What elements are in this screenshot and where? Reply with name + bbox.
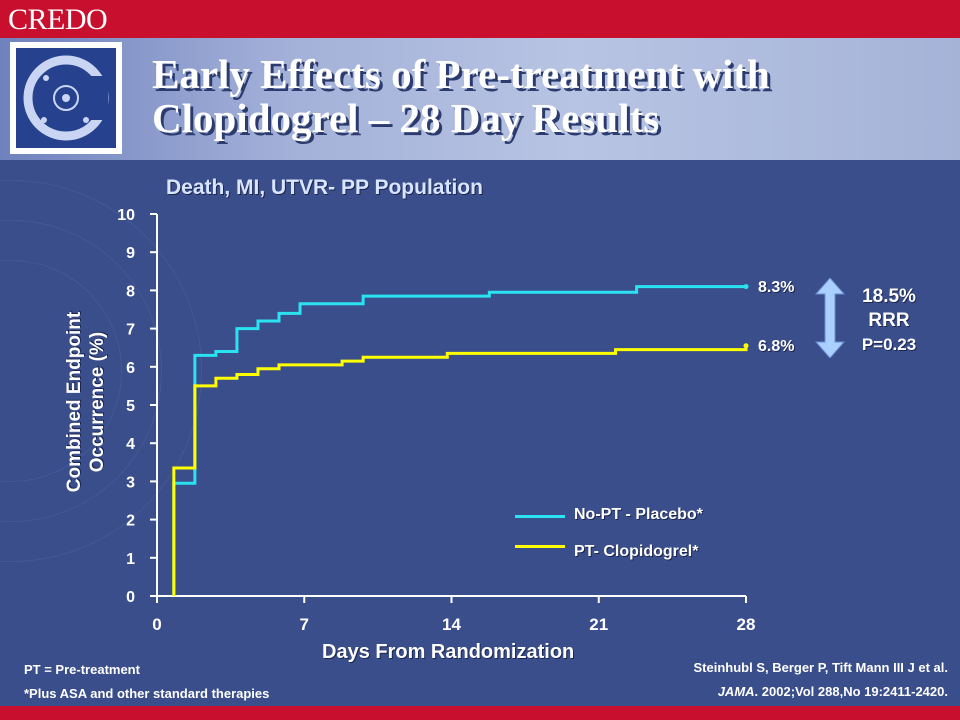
header-band: [0, 38, 960, 160]
end-label-placebo: 8.3%: [758, 279, 795, 296]
y-axis-label-line1: Combined Endpoint: [64, 311, 85, 493]
difference-arrow-icon: [814, 278, 846, 358]
chart-lines: [172, 284, 749, 596]
y-tick-label: 2: [126, 513, 135, 530]
y-tick-label: 4: [126, 436, 135, 453]
y-tick-label: 7: [126, 322, 135, 339]
x-tick-label: 14: [442, 615, 461, 634]
y-axis-label: Combined Endpoint Occurrence (%): [63, 272, 109, 532]
chart-axes: [156, 214, 746, 597]
x-tick-label: 28: [737, 615, 756, 634]
rrr-value: 18.5%: [862, 286, 916, 307]
y-tick-label: 5: [126, 398, 135, 415]
x-axis-label: Days From Randomization: [322, 641, 575, 663]
series-end-point: [743, 343, 749, 349]
x-tick-label: 7: [300, 615, 309, 634]
citation-journal-line: JAMA. 2002;Vol 288,No 19:2411-2420.: [718, 684, 948, 699]
series-end-point: [743, 284, 749, 290]
slide-title-line2: Clopidogrel – 28 Day Results: [152, 95, 660, 141]
legend-swatch-placebo: [515, 515, 565, 518]
y-tick-label: 10: [117, 207, 135, 224]
series-line-placebo: [172, 285, 746, 596]
illuminated-c-logo: [10, 42, 122, 154]
ornament-icon: [23, 55, 109, 141]
footnote-pt: PT = Pre-treatment: [24, 662, 140, 677]
chart-panel: [0, 160, 960, 706]
top-brand-bar: CREDO: [0, 0, 960, 38]
y-tick-label: 1: [126, 551, 135, 568]
y-tick-label: 3: [126, 474, 135, 491]
legend-label-clopidogrel: PT- Clopidogrel*: [574, 543, 699, 560]
y-tick-label: 0: [126, 589, 135, 606]
series-line-clopidogrel: [172, 345, 748, 596]
footnote-asa: *Plus ASA and other standard therapies: [24, 686, 270, 701]
slide-title: Early Effects of Pre-treatment with Clop…: [152, 52, 770, 140]
end-label-clopidogrel: 6.8%: [758, 338, 795, 355]
chart-title: Death, MI, UTVR- PP Population: [166, 176, 483, 199]
chart-ticks: 0 1 2 3 4 5 6 7 8 9 10 0 7 14 21 28: [117, 207, 755, 634]
x-tick-label: 0: [152, 615, 161, 634]
rrr-annotation: 18.5% RRR P=0.23: [842, 285, 936, 357]
p-value: P=0.23: [861, 335, 917, 354]
y-tick-label: 6: [126, 360, 135, 377]
rrr-label: RRR: [868, 310, 910, 331]
citation-authors: Steinhubl S, Berger P, Tift Mann III J e…: [693, 660, 948, 675]
legend-label-placebo: No-PT - Placebo*: [574, 506, 703, 523]
y-tick-label: 9: [126, 245, 135, 262]
y-axis-label-line2: Occurrence (%): [87, 331, 108, 473]
slide-title-line1: Early Effects of Pre-treatment with: [152, 51, 770, 97]
brand-logo-text: CREDO: [8, 3, 108, 36]
y-tick-label: 8: [126, 283, 135, 300]
legend-swatch-clopidogrel: [515, 545, 565, 548]
citation-journal: JAMA: [717, 684, 755, 699]
citation-details: . 2002;Vol 288,No 19:2411-2420.: [754, 684, 948, 699]
bottom-bar: [0, 706, 960, 720]
x-tick-label: 21: [589, 615, 608, 634]
